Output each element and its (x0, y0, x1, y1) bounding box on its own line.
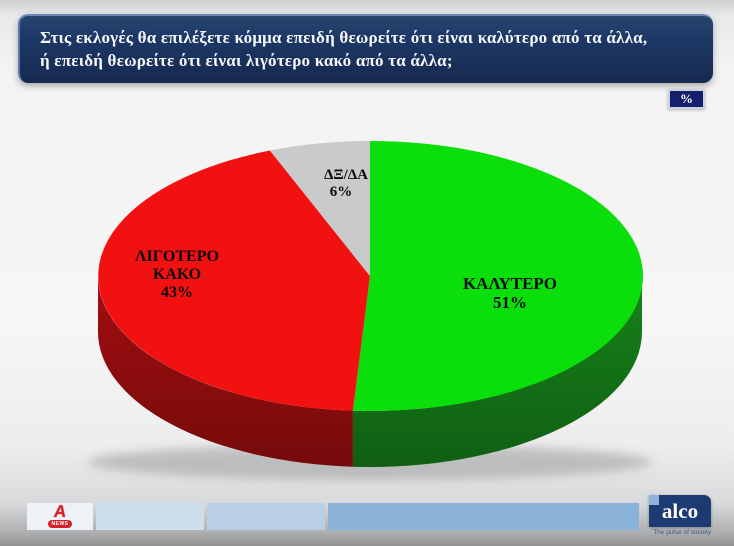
value-less-bad: 43% (161, 284, 193, 301)
pie-slice-dk-na (269, 141, 370, 276)
alpha-news-caption-pill: NEWS (48, 520, 72, 528)
value-better: 51% (493, 293, 527, 312)
footer-bar-segment-2 (96, 503, 204, 530)
footer-bar-segment-3 (207, 503, 325, 530)
question-header: Στις εκλογές θα επιλέξετε κόμμα επειδή θ… (18, 14, 713, 83)
value-dk-na: 6% (330, 184, 353, 200)
question-line-1: Στις εκλογές θα επιλέξετε κόμμα επειδή θ… (40, 28, 648, 47)
alco-logo: alco (649, 495, 711, 527)
pie-slice-better (352, 140, 643, 411)
alco-logo-corner-square (649, 495, 659, 505)
alpha-news-logo: A NEWS (27, 502, 93, 530)
percent-unit-badge: % (668, 89, 705, 109)
alco-tagline: The pulse of society (653, 529, 711, 536)
label-dk-na: ΔΞ/ΔΑ (324, 167, 368, 183)
label-less-bad-line1: ΛΙΓΟΤΕΡΟ (135, 248, 219, 265)
footer-bar-segment-4 (328, 503, 639, 530)
alpha-news-caption: NEWS (51, 521, 69, 527)
alco-logo-text: alco (661, 498, 699, 523)
label-less-bad-line2: ΚΑΚΟ (153, 266, 201, 283)
label-better: ΚΑΛΥΤΕΡΟ (463, 274, 557, 293)
question-line-2: ή επειδή θεωρείτε ότι είναι λιγότερο κακ… (40, 51, 453, 70)
alpha-logo-letter: A (52, 502, 68, 521)
pie-skirt-shading (98, 276, 642, 467)
percent-unit-label: % (680, 91, 693, 106)
pie-slice-less-bad (98, 150, 370, 411)
